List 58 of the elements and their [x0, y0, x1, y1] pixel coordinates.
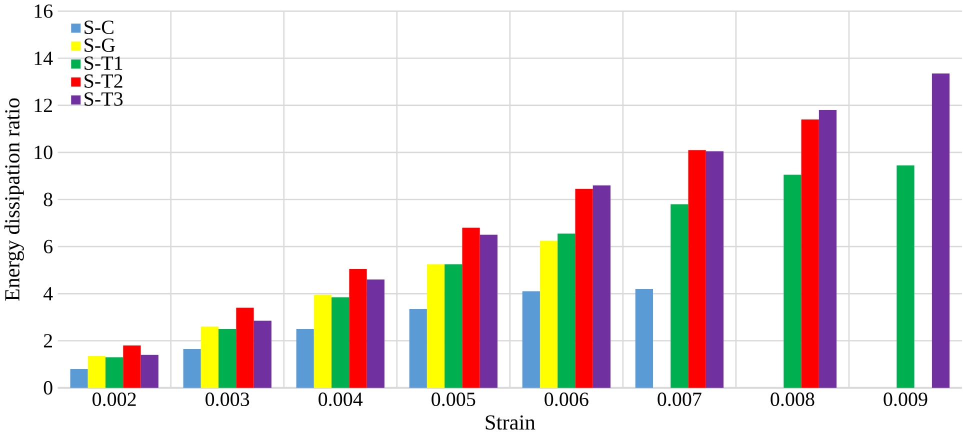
bar [635, 288, 653, 388]
legend-label: S-G [84, 38, 115, 52]
bar [70, 368, 88, 388]
y-tick-label: 0 [44, 381, 52, 395]
bar [522, 291, 540, 388]
y-tick-label: 8 [44, 192, 52, 206]
bar [462, 228, 480, 388]
x-tick-label: 0.007 [658, 392, 702, 406]
legend-label: S-T2 [84, 74, 122, 88]
x-tick-label: 0.006 [544, 392, 588, 406]
bar [575, 188, 593, 388]
legend-label: S-T1 [84, 56, 122, 70]
y-axis-title: Energy dissipation ratio [4, 98, 24, 301]
bar [480, 234, 498, 388]
y-tick-label: 14 [34, 52, 53, 65]
bar [200, 326, 219, 388]
bar [818, 110, 837, 388]
bar [218, 328, 236, 388]
x-tick-label: 0.003 [206, 392, 250, 406]
y-tick-label: 10 [34, 146, 52, 160]
bar [801, 119, 819, 388]
bar [540, 240, 558, 388]
bar [254, 320, 272, 388]
bar [106, 357, 124, 388]
bar [236, 308, 254, 388]
bar [140, 354, 158, 388]
bar [366, 279, 384, 388]
bar [332, 297, 350, 388]
x-axis-title: Strain [486, 415, 536, 430]
bar [670, 204, 688, 388]
y-tick-label: 4 [43, 287, 53, 300]
x-tick-label: 0.004 [318, 392, 363, 406]
bar [688, 150, 706, 388]
bar [409, 308, 427, 388]
bar [932, 73, 950, 388]
x-tick-label: 0.009 [884, 392, 928, 406]
y-tick-label: 16 [34, 4, 53, 18]
bar [296, 328, 314, 388]
bar [88, 356, 106, 388]
bar [349, 268, 367, 388]
bar [426, 264, 445, 388]
bar [896, 165, 914, 388]
y-tick-label: 2 [44, 334, 52, 348]
bar [314, 294, 332, 388]
bar [784, 174, 802, 388]
bar [558, 234, 576, 388]
x-tick-label: 0.002 [92, 392, 136, 406]
x-tick-label: 0.008 [770, 392, 814, 406]
bar [123, 345, 141, 388]
x-tick-label: 0.005 [432, 392, 476, 406]
bar [592, 185, 611, 388]
bar [183, 348, 201, 388]
y-tick-label: 12 [34, 98, 52, 112]
legend-label: S-C [84, 20, 114, 34]
y-tick-label: 6 [44, 240, 53, 254]
legend-label: S-T3 [84, 92, 123, 106]
bar [444, 264, 462, 388]
bar [706, 151, 724, 388]
